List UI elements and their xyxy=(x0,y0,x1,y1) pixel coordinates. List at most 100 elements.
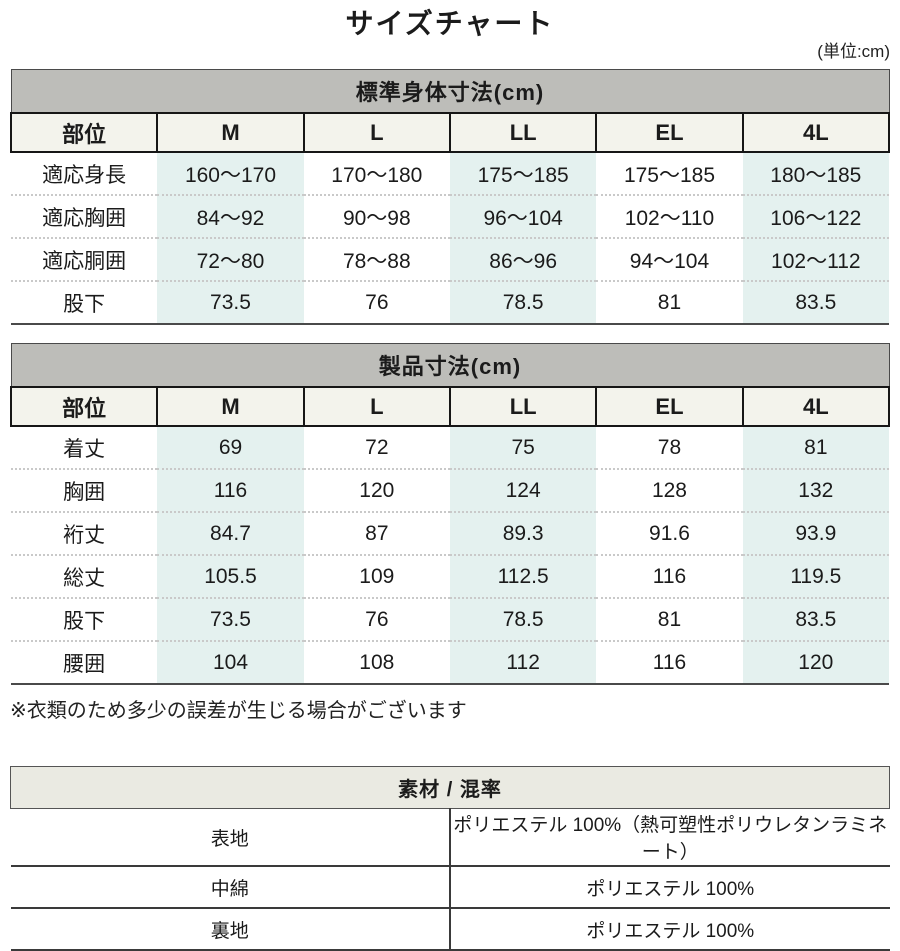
table-row: 適応身長 160〜170 170〜180 175〜185 175〜185 180… xyxy=(11,152,889,196)
page-title: サイズチャート xyxy=(345,8,555,39)
cell: 78.5 xyxy=(449,281,597,325)
product-dimensions-table: 製品寸法(cm) 部位 M L LL EL 4L 着丈 69 72 75 78 … xyxy=(9,343,891,685)
row-label: 総丈 xyxy=(11,555,158,599)
cell: 112.5 xyxy=(449,555,597,599)
cell: 112 xyxy=(449,641,597,685)
cell: 69 xyxy=(157,426,304,470)
table-row: 裄丈 84.7 87 89.3 91.6 93.9 xyxy=(11,512,889,556)
table-row: 着丈 69 72 75 78 81 xyxy=(11,426,889,470)
cell: 72 xyxy=(303,426,450,470)
cell: 83.5 xyxy=(742,598,889,642)
table-row: 総丈 105.5 109 112.5 116 119.5 xyxy=(11,555,889,599)
table-row: 胸囲 116 120 124 128 132 xyxy=(11,469,889,513)
column-header-m: M xyxy=(156,386,305,427)
row-label: 適応身長 xyxy=(11,152,158,196)
cell: 106〜122 xyxy=(742,195,889,239)
row-label: 腰囲 xyxy=(11,641,158,685)
cell: 81 xyxy=(596,281,743,325)
column-header-m: M xyxy=(156,112,305,153)
row-label: 股下 xyxy=(11,281,158,325)
cell: 120 xyxy=(303,469,450,513)
cell: 73.5 xyxy=(157,281,304,325)
cell: 76 xyxy=(303,598,450,642)
table-row: 適応胸囲 84〜92 90〜98 96〜104 102〜110 106〜122 xyxy=(11,195,889,239)
row-label: 適応胸囲 xyxy=(11,195,158,239)
column-header-el: EL xyxy=(595,386,744,427)
row-label: 胸囲 xyxy=(11,469,158,513)
column-header-el: EL xyxy=(595,112,744,153)
cell: 86〜96 xyxy=(449,238,597,282)
row-label: 裄丈 xyxy=(11,512,158,556)
cell: 175〜185 xyxy=(449,152,597,196)
cell: 81 xyxy=(742,426,889,470)
column-header-4l: 4L xyxy=(741,386,891,427)
table-caption: 製品寸法(cm) xyxy=(10,343,890,388)
column-header-part: 部位 xyxy=(9,386,159,427)
cell: 108 xyxy=(303,641,450,685)
row-label: 裏地 xyxy=(10,908,451,951)
column-header-row: 部位 M L LL EL 4L xyxy=(9,112,891,153)
cell: 81 xyxy=(596,598,743,642)
cell: 102〜112 xyxy=(742,238,889,282)
column-header-l: L xyxy=(302,386,451,427)
cell: 128 xyxy=(596,469,743,513)
column-header-row: 部位 M L LL EL 4L xyxy=(9,386,891,427)
cell: 90〜98 xyxy=(303,195,450,239)
cell: 124 xyxy=(449,469,597,513)
tolerance-note: ※衣類のため多少の誤差が生じる場合がございます xyxy=(10,700,467,722)
cell: 104 xyxy=(157,641,304,685)
cell: 76 xyxy=(303,281,450,325)
cell: 96〜104 xyxy=(449,195,597,239)
cell: 93.9 xyxy=(742,512,889,556)
cell: 84〜92 xyxy=(157,195,304,239)
cell: 78 xyxy=(596,426,743,470)
cell: 170〜180 xyxy=(303,152,450,196)
cell: 175〜185 xyxy=(596,152,743,196)
spacer xyxy=(10,325,890,343)
row-label: 適応胴囲 xyxy=(11,238,158,282)
cell: ポリエステル 100% xyxy=(450,866,890,909)
cell: ポリエステル 100% xyxy=(450,908,890,951)
column-header-4l: 4L xyxy=(741,112,891,153)
column-header-l: L xyxy=(302,112,451,153)
cell: 109 xyxy=(303,555,450,599)
cell: 91.6 xyxy=(596,512,743,556)
table-caption-row: 標準身体寸法(cm) xyxy=(10,69,890,114)
column-header-ll: LL xyxy=(448,386,598,427)
cell: 116 xyxy=(157,469,304,513)
cell: 75 xyxy=(449,426,597,470)
cell: 89.3 xyxy=(449,512,597,556)
cell: 132 xyxy=(742,469,889,513)
cell: 72〜80 xyxy=(157,238,304,282)
material-composition-table: 素材 / 混率 表地 ポリエステル 100%（熱可塑性ポリウレタンラミネート） … xyxy=(10,766,890,951)
cell: 78.5 xyxy=(449,598,597,642)
cell: 84.7 xyxy=(157,512,304,556)
standard-body-measurements-table: 標準身体寸法(cm) 部位 M L LL EL 4L 適応身長 160〜170 … xyxy=(9,69,891,325)
cell: 105.5 xyxy=(157,555,304,599)
cell: 116 xyxy=(596,641,743,685)
table-caption-row: 素材 / 混率 xyxy=(10,766,890,809)
cell: ポリエステル 100%（熱可塑性ポリウレタンラミネート） xyxy=(450,808,890,867)
table-row: 股下 73.5 76 78.5 81 83.5 xyxy=(11,598,889,642)
table-row: 表地 ポリエステル 100%（熱可塑性ポリウレタンラミネート） xyxy=(10,808,890,867)
cell: 78〜88 xyxy=(303,238,450,282)
column-header-part: 部位 xyxy=(9,112,159,153)
cell: 180〜185 xyxy=(742,152,889,196)
row-label: 着丈 xyxy=(11,426,158,470)
cell: 116 xyxy=(596,555,743,599)
table-caption: 素材 / 混率 xyxy=(10,766,890,809)
row-label: 股下 xyxy=(11,598,158,642)
table-row: 裏地 ポリエステル 100% xyxy=(10,908,890,951)
cell: 87 xyxy=(303,512,450,556)
table-caption: 標準身体寸法(cm) xyxy=(10,69,890,114)
cell: 102〜110 xyxy=(596,195,743,239)
unit-label: (単位:cm) xyxy=(817,42,890,61)
table-row: 股下 73.5 76 78.5 81 83.5 xyxy=(11,281,889,325)
cell: 119.5 xyxy=(742,555,889,599)
cell: 73.5 xyxy=(157,598,304,642)
cell: 94〜104 xyxy=(596,238,743,282)
table-row: 適応胴囲 72〜80 78〜88 86〜96 94〜104 102〜112 xyxy=(11,238,889,282)
column-header-ll: LL xyxy=(448,112,598,153)
row-label: 表地 xyxy=(10,808,451,867)
